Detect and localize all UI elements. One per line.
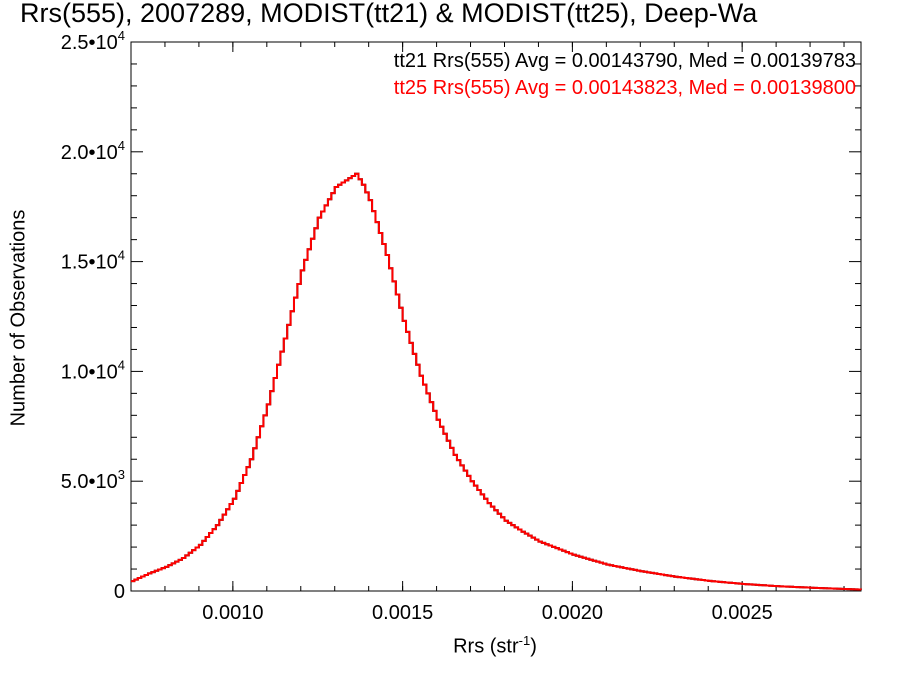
x-tick-label: 0.0010 <box>202 602 263 624</box>
x-axis-label: Rrs (str-1) <box>453 633 537 659</box>
y-tick-label: 2.0•104 <box>61 138 125 164</box>
x-axis-label-exponent: -1 <box>518 633 531 648</box>
y-tick-label: 1.5•104 <box>61 248 125 274</box>
plot-frame <box>130 41 862 592</box>
x-axis-label-close: ) <box>530 635 537 658</box>
series-line-0 <box>131 172 862 591</box>
stats-annotation-tt25: tt25 Rrs(555) Avg = 0.00143823, Med = 0.… <box>393 77 856 99</box>
y-axis-label: Number of Observations <box>7 209 30 427</box>
x-tick-label: 0.0020 <box>542 602 603 624</box>
y-tick-label: 1.0•104 <box>61 357 125 383</box>
x-tick-label: 0.0025 <box>712 602 773 624</box>
stats-annotation-tt21: tt21 Rrs(555) Avg = 0.00143790, Med = 0.… <box>393 50 856 72</box>
x-tick-label: 0.0015 <box>372 602 433 624</box>
y-tick-label: 2.5•104 <box>61 28 125 54</box>
chart-title: Rrs(555), 2007289, MODIST(tt21) & MODIST… <box>20 0 758 28</box>
stats-annotation-block: tt21 Rrs(555) Avg = 0.00143790, Med = 0.… <box>394 48 856 102</box>
y-tick-label: 5.0•103 <box>61 467 125 493</box>
y-tick-label: 0 <box>114 581 125 603</box>
x-axis-label-text: Rrs (str <box>453 635 519 658</box>
series-line-1 <box>131 172 862 591</box>
